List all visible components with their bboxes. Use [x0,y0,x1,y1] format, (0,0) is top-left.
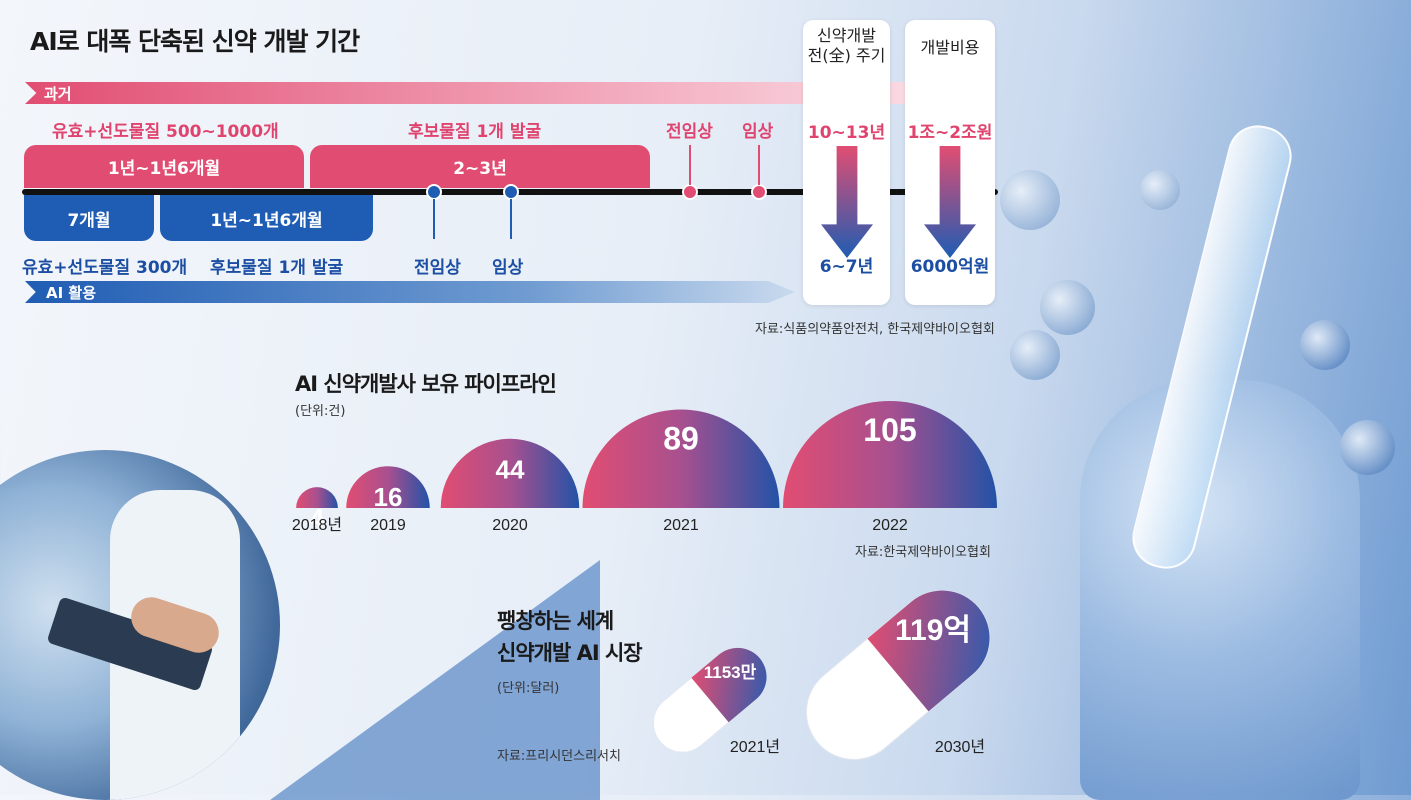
ai-label: AI 활용 [46,284,97,302]
pipeline-bar [440,438,580,508]
pipeline-value-label: 4 [310,503,325,533]
past-bar-1: 1년~1년6개월 [24,145,304,188]
ai-preclinical-dot [426,184,442,200]
ai-preclinical-stem [433,199,435,239]
pipeline-value-label: 105 [863,412,916,448]
timeline-source: 자료:식품의약품안전처, 한국제약바이오협회 [755,322,995,337]
cycle-card-head: 신약개발 전(全) 주기 [807,26,886,65]
molecule-ball [1340,420,1395,475]
glove-hand-image [1080,380,1360,800]
past-top-left-text: 유효+선도물질 500~1000개 [52,122,279,142]
ai-bottom-mid-text: 후보물질 1개 발굴 [210,258,344,278]
doctor-tablet-image [0,450,280,800]
molecule-ball [1140,170,1180,210]
pipeline-chart-source: 자료:한국제약바이오협회 [855,545,991,560]
molecule-ball [1000,170,1060,230]
pipeline-chart-title: AI 신약개발사 보유 파이프라인 [295,372,557,396]
ai-preclinical-text: 전임상 [414,258,461,278]
market-chart: 1153만 2021년 119억 2030년 [652,590,991,760]
ai-arrow [25,281,795,303]
blue-panel-shape [270,560,600,800]
market-chart-source: 자료:프리시던스리서치 [497,749,621,764]
past-label: 과거 [44,85,72,103]
ai-clinical-stem [510,199,512,239]
pipeline-year-label: 2021 [663,517,699,534]
cycle-card: 신약개발 전(全) 주기 10~13년 6~7년 [803,20,890,305]
pipeline-value-label: 89 [663,420,699,456]
pipeline-value-label: 44 [496,455,525,485]
past-arrow [25,82,970,104]
pipeline-bar [296,487,338,508]
molecule-ball [1040,280,1095,335]
market-chart-title-line2: 신약개발 AI 시장 [497,641,643,665]
past-clinical-text: 임상 [742,122,774,142]
pipeline-bar [783,401,997,508]
ai-bar-2: 1년~1년6개월 [160,195,373,241]
past-preclinical-stem [689,145,691,185]
past-top-mid-text: 후보물질 1개 발굴 [408,122,542,142]
pipeline-year-label: 2019 [370,517,406,534]
pipeline-year-label: 2022 [872,517,908,534]
ai-clinical-text: 임상 [492,258,524,278]
cycle-past-value: 10~13년 [807,123,886,143]
pipeline-value-label: 16 [374,482,403,512]
cost-card: 개발비용 1조~2조원 6000억원 [905,20,995,305]
pipeline-year-label: 2018년 [292,516,342,534]
past-preclinical-dot [682,184,698,200]
molecule-ball [1300,320,1350,370]
past-clinical-stem [758,145,760,185]
past-preclinical-text: 전임상 [666,122,713,142]
market-year-label: 2030년 [935,738,985,756]
market-year-label: 2021년 [730,738,780,756]
ai-bottom-left-text: 유효+선도물질 300개 [22,258,188,278]
market-capsule [652,647,768,753]
molecule-ball [1010,330,1060,380]
cost-card-head: 개발비용 [920,38,980,57]
pipeline-chart-unit: (단위:건) [295,404,346,419]
past-bar-2: 2~3년 [310,145,650,188]
market-value-label: 119억 [895,614,971,647]
cycle-down-arrow [821,146,873,258]
cost-past-value: 1조~2조원 [907,123,993,143]
cycle-ai-value: 6~7년 [819,257,874,277]
past-clinical-dot [751,184,767,200]
pipeline-year-label: 2020 [492,517,528,534]
pipeline-bar [582,409,780,508]
market-capsule [805,590,991,760]
cost-ai-value: 6000억원 [910,257,990,277]
ai-bar-1: 7개월 [24,195,154,241]
cost-down-arrow [924,146,976,258]
market-chart-unit: (단위:달러) [497,681,560,696]
page-title: AI로 대폭 단축된 신약 개발 기간 [30,27,360,56]
market-value-label: 1153만 [704,663,757,682]
pipeline-bar [346,466,430,508]
ai-clinical-dot [503,184,519,200]
market-chart-title-line1: 팽창하는 세계 [497,609,614,633]
